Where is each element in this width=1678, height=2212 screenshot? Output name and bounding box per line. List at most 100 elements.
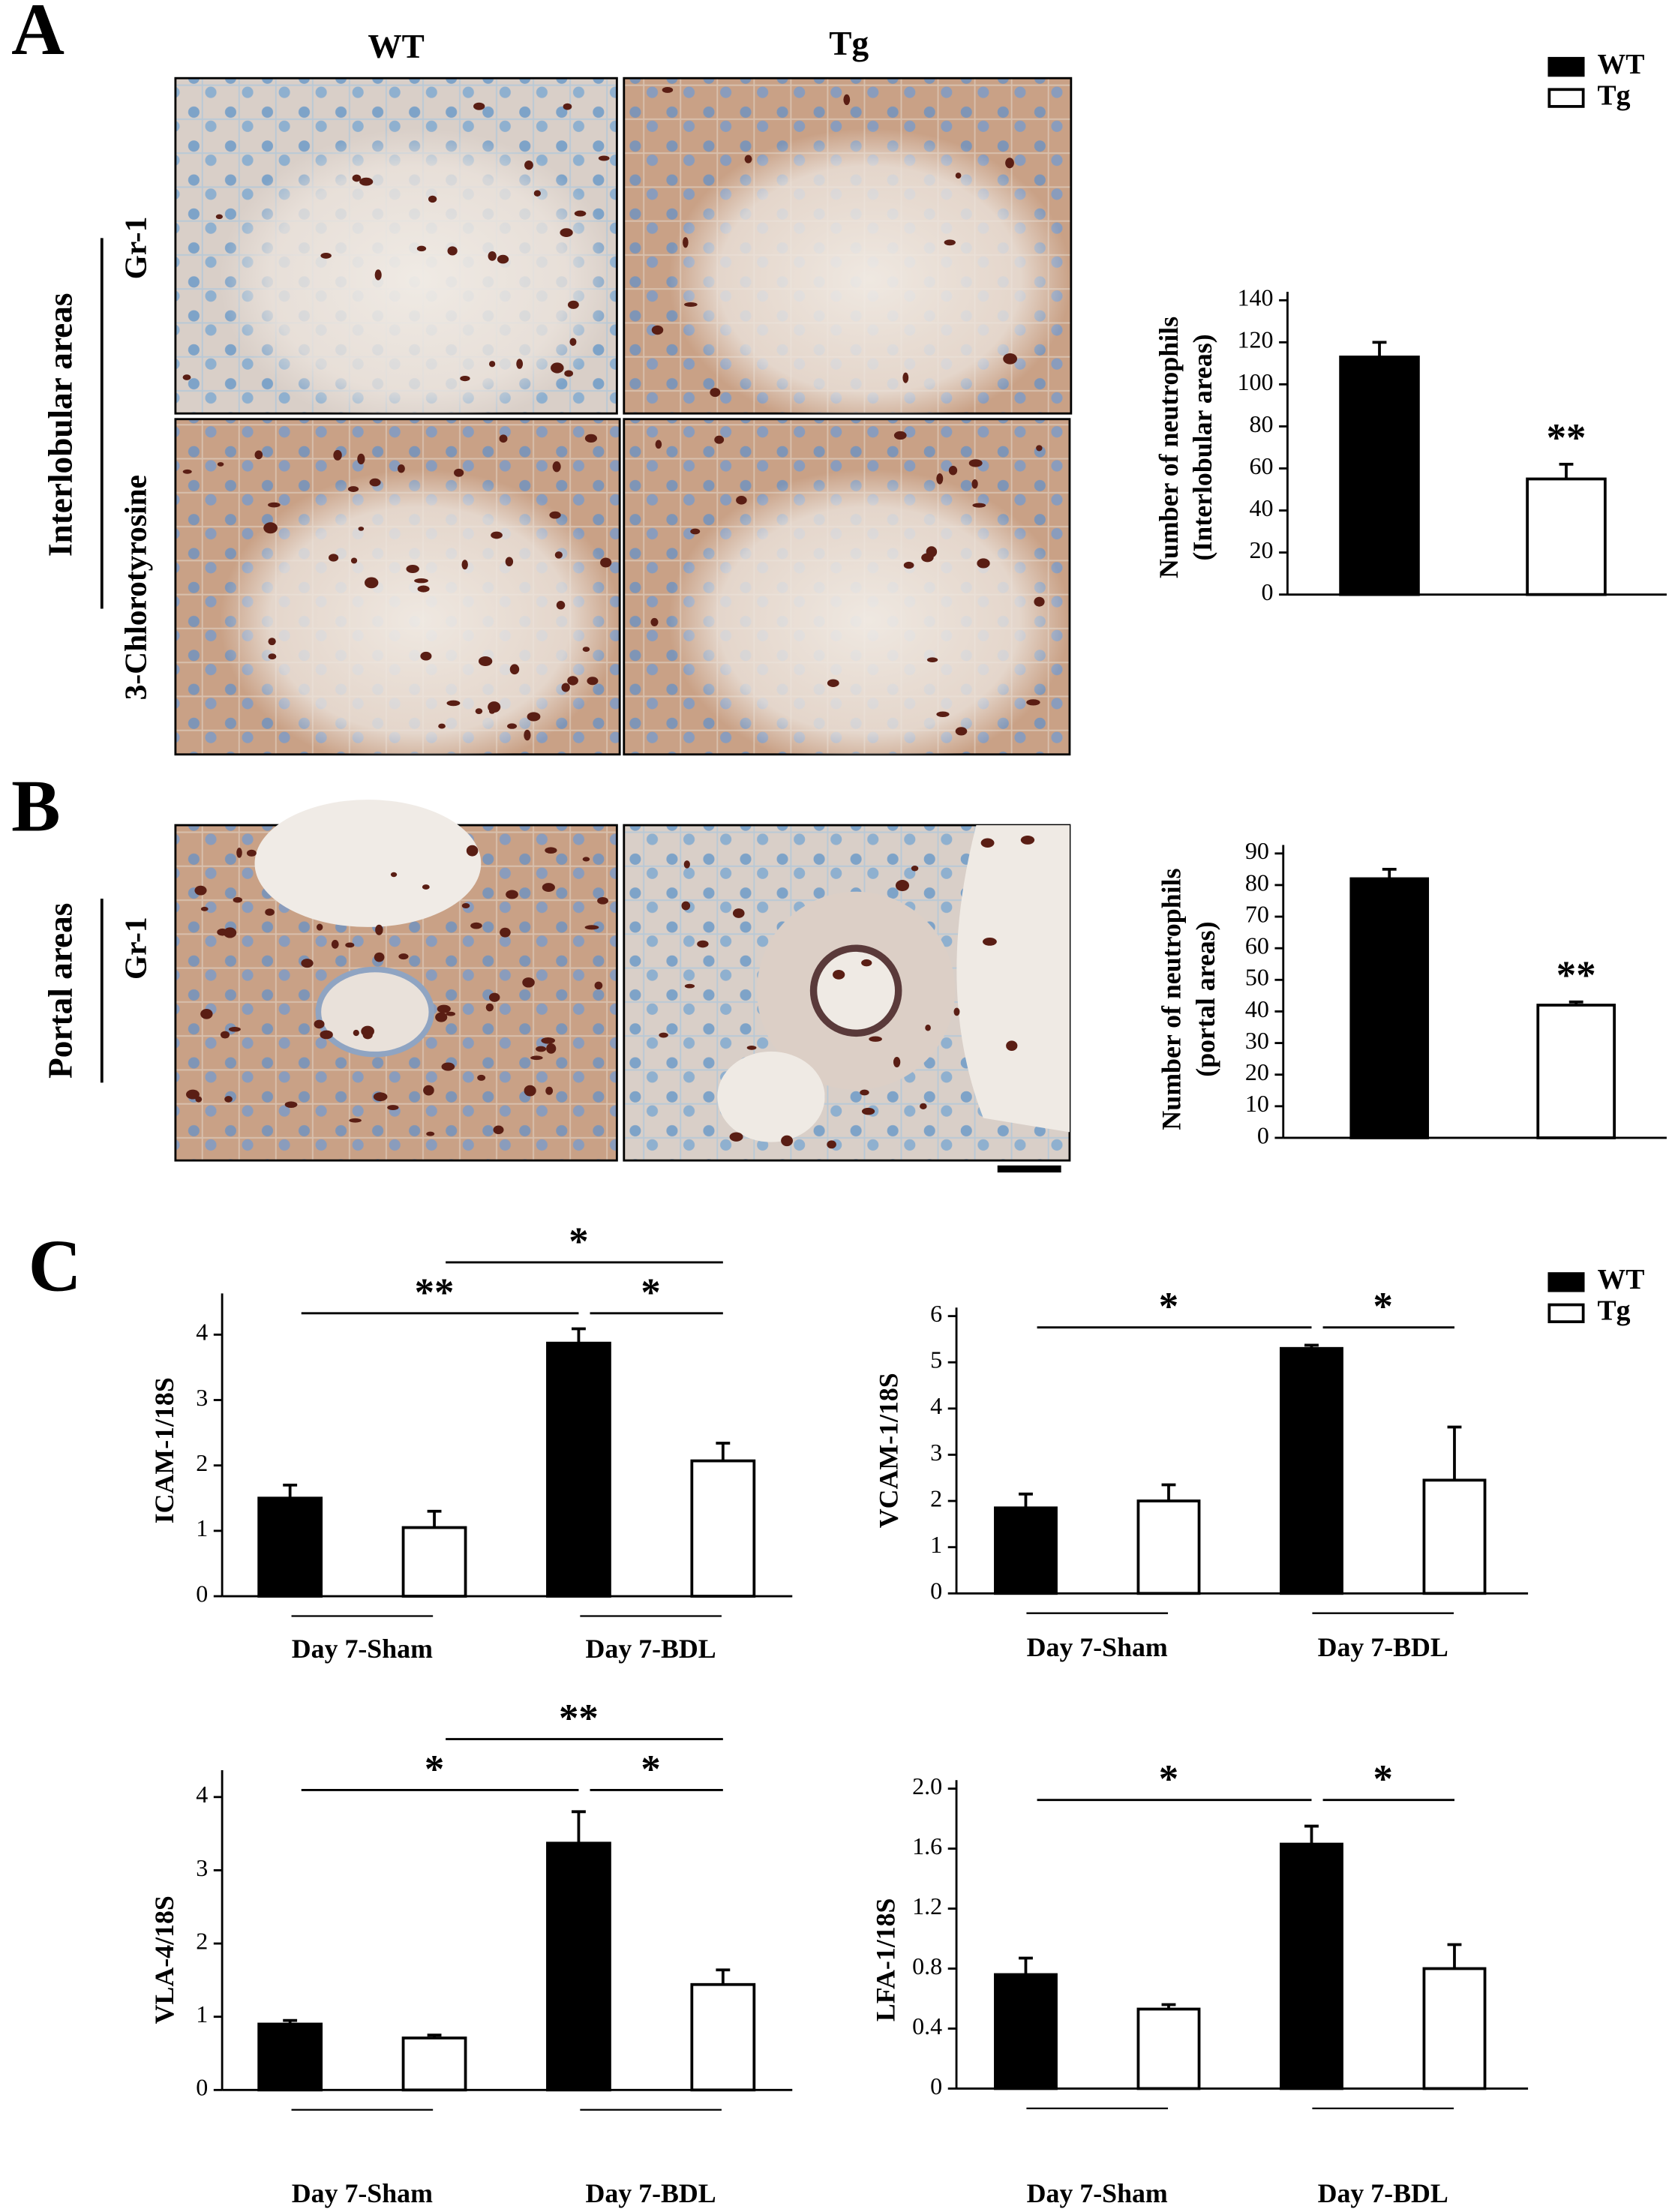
stained-cell xyxy=(659,1032,668,1038)
significance-label: * xyxy=(1159,1285,1178,1328)
row-label: Gr-1 xyxy=(118,217,152,280)
stained-cell xyxy=(843,94,851,106)
stained-cell xyxy=(473,102,485,110)
stained-cell xyxy=(387,1105,399,1110)
significance-label: * xyxy=(1373,1757,1393,1801)
stained-cell xyxy=(902,372,909,383)
stained-cell xyxy=(683,860,690,869)
stained-cell xyxy=(441,1062,455,1071)
panel-letter: B xyxy=(11,767,60,848)
stained-cell xyxy=(375,924,383,935)
stained-cell xyxy=(893,431,907,440)
vessel xyxy=(956,825,1070,1133)
stained-cell xyxy=(488,701,501,713)
stained-cell xyxy=(254,450,263,460)
y-tick-label: 4 xyxy=(930,1392,942,1419)
stained-cell xyxy=(584,925,599,930)
panel-letter: A xyxy=(11,0,65,71)
stained-cell xyxy=(500,927,511,938)
micrograph-region xyxy=(623,419,1070,755)
legend-label: WT xyxy=(1597,1264,1644,1295)
stained-cell xyxy=(284,1101,298,1108)
stained-cell xyxy=(416,245,427,252)
stained-cell xyxy=(827,679,839,687)
y-axis-label: (portal areas) xyxy=(1190,921,1220,1076)
legend-swatch xyxy=(1547,1272,1585,1292)
significance-label: * xyxy=(1373,1285,1393,1328)
y-tick-label: 120 xyxy=(1237,326,1273,353)
column-header: WT xyxy=(368,28,424,65)
stained-cell xyxy=(925,1025,931,1031)
vessel xyxy=(315,966,435,1058)
bar xyxy=(690,1459,756,1598)
row-label: 3-Chlorotyrosine xyxy=(118,475,152,700)
stained-cell xyxy=(1005,158,1014,169)
bar xyxy=(1422,1478,1487,1595)
significance-label: * xyxy=(1159,1757,1178,1801)
legend-swatch xyxy=(1547,1303,1585,1324)
stained-cell xyxy=(194,885,207,896)
x-tick-label: Day 7-Sham xyxy=(292,2178,433,2208)
y-tick-label: 4 xyxy=(196,1781,208,1808)
stained-cell xyxy=(597,896,608,905)
stained-cell xyxy=(861,1107,875,1115)
stained-cell xyxy=(374,952,385,962)
stained-cell xyxy=(200,906,209,911)
y-tick-label: 80 xyxy=(1250,410,1274,437)
stained-cell xyxy=(437,1004,451,1013)
stained-cell xyxy=(600,557,612,568)
stained-cell xyxy=(350,557,358,564)
stained-cell xyxy=(268,638,276,646)
micrographs xyxy=(174,77,1073,1173)
stained-cell xyxy=(488,251,497,261)
stained-cell xyxy=(560,228,573,237)
error-bar xyxy=(283,2018,298,2024)
stained-cell xyxy=(561,683,570,692)
y-tick-label: 4 xyxy=(196,1319,208,1346)
stained-cell xyxy=(397,464,405,473)
stained-cell xyxy=(936,473,944,485)
vessel xyxy=(254,800,482,927)
stained-cell xyxy=(564,370,574,377)
stained-cell xyxy=(781,1135,794,1147)
legend-label: WT xyxy=(1597,49,1644,80)
x-tick-label: Day 7-BDL xyxy=(586,1634,716,1664)
y-tick-label: 3 xyxy=(196,1384,208,1411)
bar xyxy=(257,1496,323,1598)
stained-cell xyxy=(428,195,437,203)
stained-cell xyxy=(478,656,493,667)
y-tick-label: 40 xyxy=(1250,494,1274,521)
y-tick-label: 1 xyxy=(196,2000,208,2027)
stained-cell xyxy=(542,883,555,893)
bar xyxy=(1280,1842,1343,2090)
stained-cell xyxy=(684,302,698,308)
stained-cell xyxy=(697,940,709,948)
x-tick-label: Day 7-BDL xyxy=(1318,1632,1448,1662)
error-bar xyxy=(1447,1425,1462,1481)
stained-cell xyxy=(569,338,577,347)
stained-cell xyxy=(980,838,995,848)
legend-label: Tg xyxy=(1597,80,1630,111)
y-tick-label: 0 xyxy=(1262,578,1274,605)
stained-cell xyxy=(488,992,500,1002)
stained-cell xyxy=(530,1055,543,1061)
stained-cell xyxy=(497,254,509,264)
stained-cell xyxy=(233,896,243,903)
y-tick-label: 0 xyxy=(930,2072,942,2099)
significance-label: ** xyxy=(415,1271,455,1314)
significance-label: * xyxy=(569,1220,588,1263)
stained-cell xyxy=(263,522,278,534)
y-tick-label: 60 xyxy=(1250,452,1274,479)
stained-cell xyxy=(461,903,470,908)
stained-cell xyxy=(329,554,339,562)
stained-cell xyxy=(650,617,659,627)
legend-swatch xyxy=(1547,88,1585,108)
stained-cell xyxy=(556,601,566,610)
stained-cell xyxy=(414,578,428,584)
stained-cell xyxy=(582,857,590,862)
stained-cell xyxy=(320,252,332,259)
stained-cell xyxy=(320,1030,333,1040)
stained-cell xyxy=(729,1132,743,1142)
y-tick-label: 100 xyxy=(1237,368,1273,395)
stained-cell xyxy=(228,1027,241,1032)
